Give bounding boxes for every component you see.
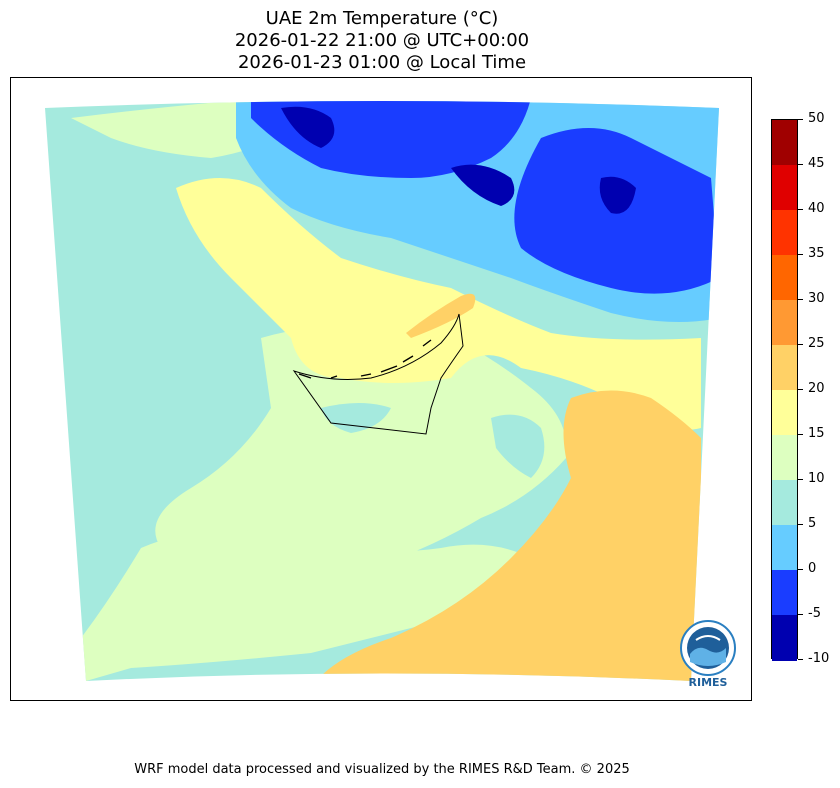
colorbar-tick-label: 0: [808, 561, 817, 576]
colorbar-tick-label: 20: [808, 381, 825, 396]
colorbar-tick-label: -5: [808, 606, 821, 621]
colorbar-tick-label: 50: [808, 111, 825, 126]
colorbar-tick-label: -10: [808, 651, 830, 666]
zone-hot-ridge: [406, 293, 476, 338]
zone-cold-deep-1: [281, 106, 335, 148]
colorbar-segment: [772, 570, 797, 616]
colorbar-tick-label: 15: [808, 426, 825, 441]
map-title: UAE 2m Temperature (°C): [265, 8, 499, 29]
colorbar-segment: [772, 255, 797, 301]
colorbar-tick: [798, 344, 803, 345]
uae-coast-islands: [298, 339, 432, 379]
colorbar-tick: [798, 119, 803, 120]
colorbar-tick-label: 5: [808, 516, 817, 531]
colorbar-tick: [798, 389, 803, 390]
colorbar-tick-label: 35: [808, 246, 825, 261]
zone-cold-deep-3: [599, 176, 636, 214]
zone-mild-mountains: [491, 414, 545, 478]
colorbar-tick: [798, 434, 803, 435]
colorbar-tick-label: 40: [808, 201, 825, 216]
colorbar-segment: [772, 615, 797, 661]
colorbar-segment: [772, 390, 797, 436]
footer-credit: WRF model data processed and visualized …: [134, 762, 630, 777]
logo-text: RIMES: [689, 676, 728, 689]
zone-hot-southeast: [311, 390, 701, 681]
colorbar-tick-label: 25: [808, 336, 825, 351]
colorbar-tick-label: 45: [808, 156, 825, 171]
zone-mild-inland: [321, 403, 391, 433]
colorbar-segment: [772, 210, 797, 256]
colorbar-tick-label: 30: [808, 291, 825, 306]
colorbar-tick: [798, 659, 803, 660]
colorbar: [771, 119, 798, 661]
uae-boundary: [292, 313, 464, 435]
colorbar-segment: [772, 345, 797, 391]
zone-pale-southwest: [81, 530, 531, 681]
map-frame: [10, 77, 752, 701]
utc-time: 2026-01-22 21:00 @ UTC+00:00: [234, 30, 530, 51]
zone-cold-deep-2: [451, 164, 515, 206]
zone-warm-gulf: [176, 178, 701, 430]
temperature-map: [45, 101, 719, 681]
rimes-logo: RIMES: [676, 618, 740, 690]
colorbar-tick: [798, 569, 803, 570]
colorbar-segment: [772, 165, 797, 211]
colorbar-segment: [772, 525, 797, 571]
colorbar-tick: [798, 524, 803, 525]
colorbar-tick: [798, 164, 803, 165]
colorbar-segment: [772, 300, 797, 346]
colorbar-tick-label: 10: [808, 471, 825, 486]
colorbar-segment: [772, 480, 797, 526]
colorbar-tick: [798, 479, 803, 480]
colorbar-tick: [798, 299, 803, 300]
local-time: 2026-01-23 01:00 @ Local Time: [237, 52, 527, 73]
colorbar-tick: [798, 254, 803, 255]
colorbar-segment: [772, 435, 797, 481]
colorbar-tick: [798, 209, 803, 210]
zone-pale-central: [155, 322, 567, 568]
colorbar-segment: [772, 120, 797, 166]
colorbar-tick: [798, 614, 803, 615]
